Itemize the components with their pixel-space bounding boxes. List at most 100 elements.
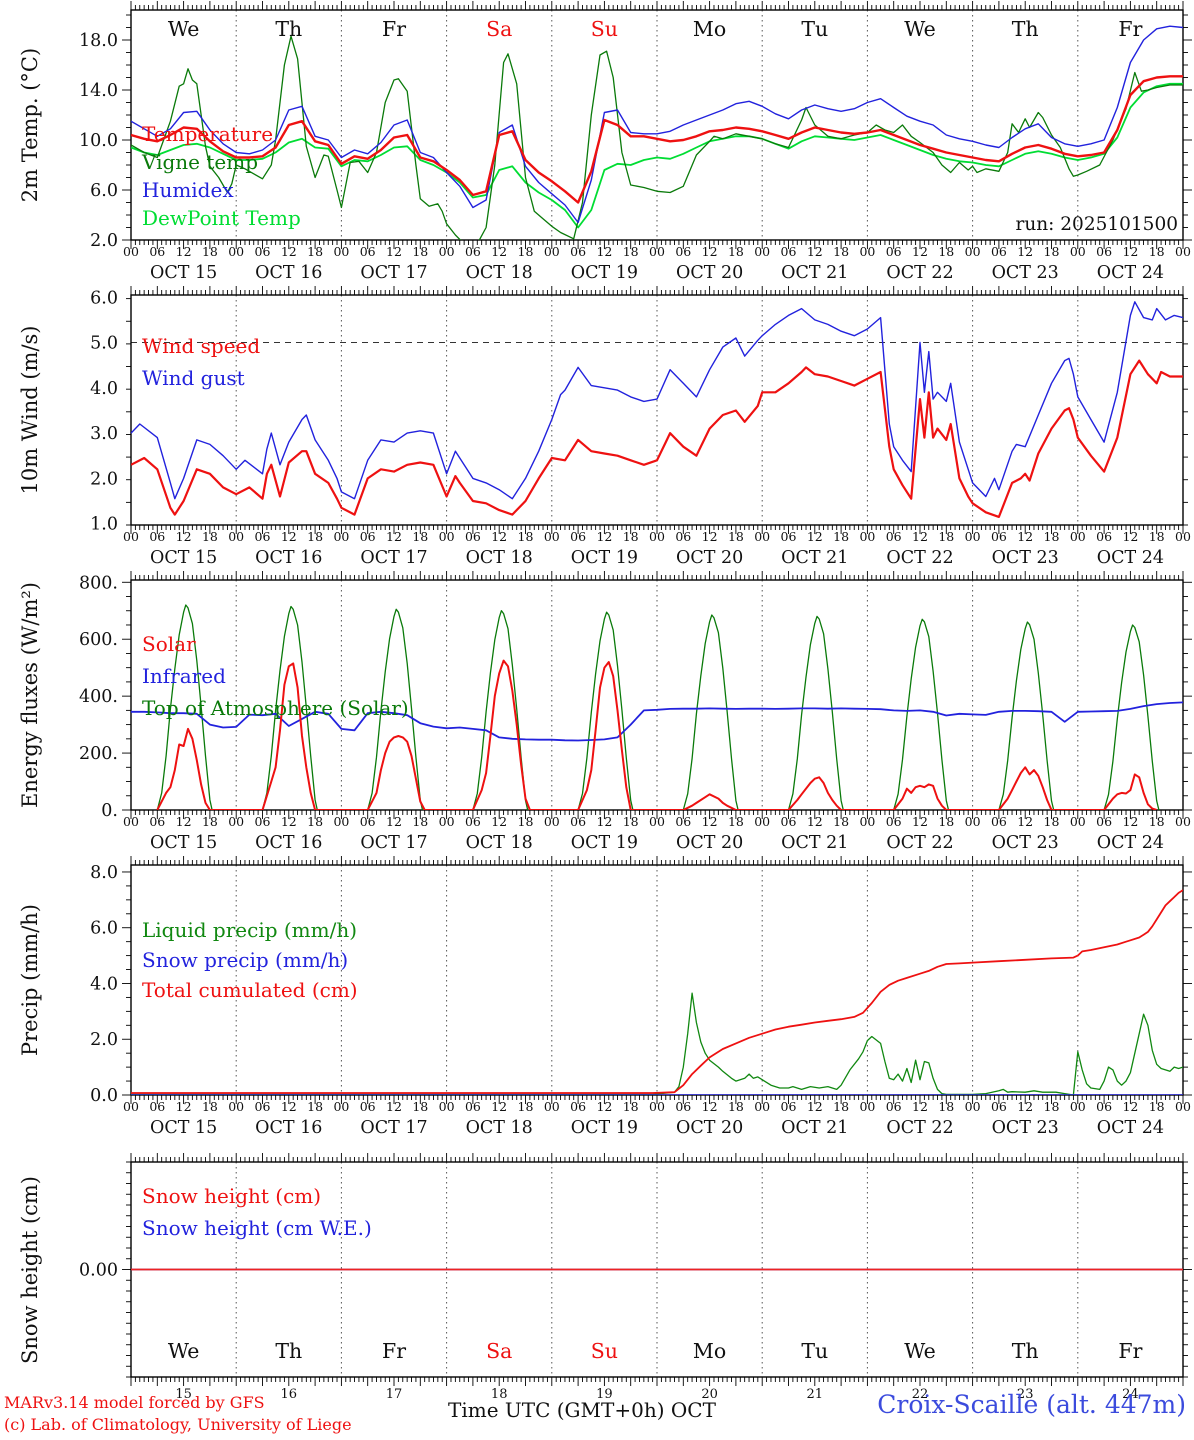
y-tick-label: 4.0 xyxy=(90,974,118,994)
hour-tick-label: 12 xyxy=(1017,814,1033,829)
legend-temperature: Temperature xyxy=(142,122,274,146)
hour-tick-label: 00 xyxy=(1070,814,1086,829)
lab-credit-line: (c) Lab. of Climatology, University of L… xyxy=(4,1415,352,1434)
hour-tick-label: 00 xyxy=(544,814,560,829)
day-name-label: Sa xyxy=(486,1339,512,1363)
hour-tick-label: 12 xyxy=(386,244,402,259)
hour-tick-label: 18 xyxy=(938,244,954,259)
series-top-of-atmosphere-solar xyxy=(156,604,1160,810)
panel-4: 0.00 We Th Fr Sa Su Mo Tu We Th Fr 15 16 17 18 19 20 21 22… xyxy=(79,1153,1192,1402)
hour-tick-label: 00 xyxy=(1175,529,1191,544)
hour-tick-label: 06 xyxy=(1096,529,1112,544)
day-name-label: Th xyxy=(275,17,302,41)
hour-tick-label: 12 xyxy=(1017,529,1033,544)
day-number-label: 15 xyxy=(175,1387,192,1402)
date-label: OCT 22 xyxy=(886,548,953,568)
hour-tick-label: 06 xyxy=(886,529,902,544)
hour-tick-label: 06 xyxy=(465,814,481,829)
hour-tick-label: 06 xyxy=(255,1099,271,1114)
hour-tick-label: 12 xyxy=(491,529,507,544)
y-tick-label: 0.00 xyxy=(79,1261,118,1281)
hour-tick-label: 12 xyxy=(596,244,612,259)
panel-2: 0. 200. 400. 600. 800. 00 06 12 18 00 06 12 18 00 06 12… xyxy=(79,571,1192,853)
hour-tick-label: 06 xyxy=(570,1099,586,1114)
y-tick-label: 600. xyxy=(79,630,118,650)
hour-tick-label: 18 xyxy=(412,814,428,829)
series-wind-speed xyxy=(131,359,1183,519)
hour-tick-label: 00 xyxy=(1070,529,1086,544)
date-label: OCT 21 xyxy=(781,1118,848,1138)
y-tick-label: 2.0 xyxy=(90,1030,118,1050)
series-liquid-precip xyxy=(131,992,1183,1095)
hour-tick-label: 12 xyxy=(702,244,718,259)
hour-tick-label: 00 xyxy=(754,244,770,259)
x-axis-title: Time UTC (GMT+0h) OCT xyxy=(448,1398,716,1422)
hour-tick-label: 00 xyxy=(965,529,981,544)
y-axis-title-snow: Snow height (cm) xyxy=(18,1175,42,1364)
hour-tick-label: 06 xyxy=(255,814,271,829)
legend-snow-precip-mm-h: Snow precip (mm/h) xyxy=(142,948,349,972)
series-total-cumulated xyxy=(131,889,1183,1094)
hour-tick-label: 12 xyxy=(807,814,823,829)
hour-tick-label: 00 xyxy=(228,529,244,544)
hour-tick-label: 12 xyxy=(596,814,612,829)
date-label: OCT 19 xyxy=(571,1118,638,1138)
hour-tick-label: 18 xyxy=(307,814,323,829)
hour-tick-label: 06 xyxy=(1096,814,1112,829)
hour-tick-label: 18 xyxy=(623,244,639,259)
date-label: OCT 18 xyxy=(466,1118,533,1138)
hour-tick-label: 12 xyxy=(176,814,192,829)
hour-tick-label: 12 xyxy=(491,814,507,829)
hour-tick-label: 00 xyxy=(754,1099,770,1114)
hour-tick-label: 06 xyxy=(465,1099,481,1114)
legend-total-cumulated-cm: Total cumulated (cm) xyxy=(142,978,358,1002)
hour-tick-label: 18 xyxy=(1149,244,1165,259)
hour-tick-label: 06 xyxy=(149,244,165,259)
hour-tick-label: 06 xyxy=(991,244,1007,259)
legend-wind-gust: Wind gust xyxy=(142,366,245,390)
hour-tick-label: 18 xyxy=(307,244,323,259)
hour-tick-label: 12 xyxy=(1122,814,1138,829)
hour-tick-label: 06 xyxy=(255,529,271,544)
y-tick-label: 10.0 xyxy=(79,131,118,151)
y-tick-label: 2.0 xyxy=(90,231,118,251)
hour-tick-label: 06 xyxy=(991,1099,1007,1114)
day-number-label: 23 xyxy=(1017,1387,1034,1402)
day-name-label: Th xyxy=(275,1339,302,1363)
hour-tick-label: 18 xyxy=(728,244,744,259)
run-label: run: 2025101500 xyxy=(1016,214,1179,235)
date-label: OCT 19 xyxy=(571,833,638,853)
date-label: OCT 15 xyxy=(150,548,217,568)
day-name-label: Fr xyxy=(382,17,406,41)
hour-tick-label: 00 xyxy=(544,244,560,259)
hour-tick-label: 12 xyxy=(702,529,718,544)
day-name-label: Mo xyxy=(693,1339,726,1363)
day-name-label: We xyxy=(168,17,200,41)
y-tick-label: 3.0 xyxy=(90,424,118,444)
hour-tick-label: 18 xyxy=(833,814,849,829)
hour-tick-label: 06 xyxy=(781,244,797,259)
hour-tick-label: 00 xyxy=(333,1099,349,1114)
day-name-label: We xyxy=(904,17,936,41)
hour-tick-label: 18 xyxy=(518,814,534,829)
hour-tick-label: 00 xyxy=(439,529,455,544)
hour-tick-label: 12 xyxy=(1122,244,1138,259)
date-label: OCT 19 xyxy=(571,548,638,568)
hour-tick-label: 06 xyxy=(675,814,691,829)
y-tick-label: 6.0 xyxy=(90,181,118,201)
date-label: OCT 19 xyxy=(571,263,638,283)
hour-tick-label: 00 xyxy=(544,529,560,544)
y-tick-label: 200. xyxy=(79,744,118,764)
hour-tick-label: 00 xyxy=(1175,814,1191,829)
hour-tick-label: 00 xyxy=(1070,1099,1086,1114)
day-name-label: Th xyxy=(1012,17,1039,41)
y-tick-label: 1.0 xyxy=(90,515,118,535)
hour-tick-label: 06 xyxy=(886,1099,902,1114)
hour-tick-label: 00 xyxy=(439,814,455,829)
hour-tick-label: 12 xyxy=(176,529,192,544)
date-label: OCT 23 xyxy=(992,263,1059,283)
hour-tick-label: 18 xyxy=(412,529,428,544)
hour-tick-label: 06 xyxy=(465,244,481,259)
hour-tick-label: 18 xyxy=(833,244,849,259)
hour-tick-label: 06 xyxy=(781,1099,797,1114)
